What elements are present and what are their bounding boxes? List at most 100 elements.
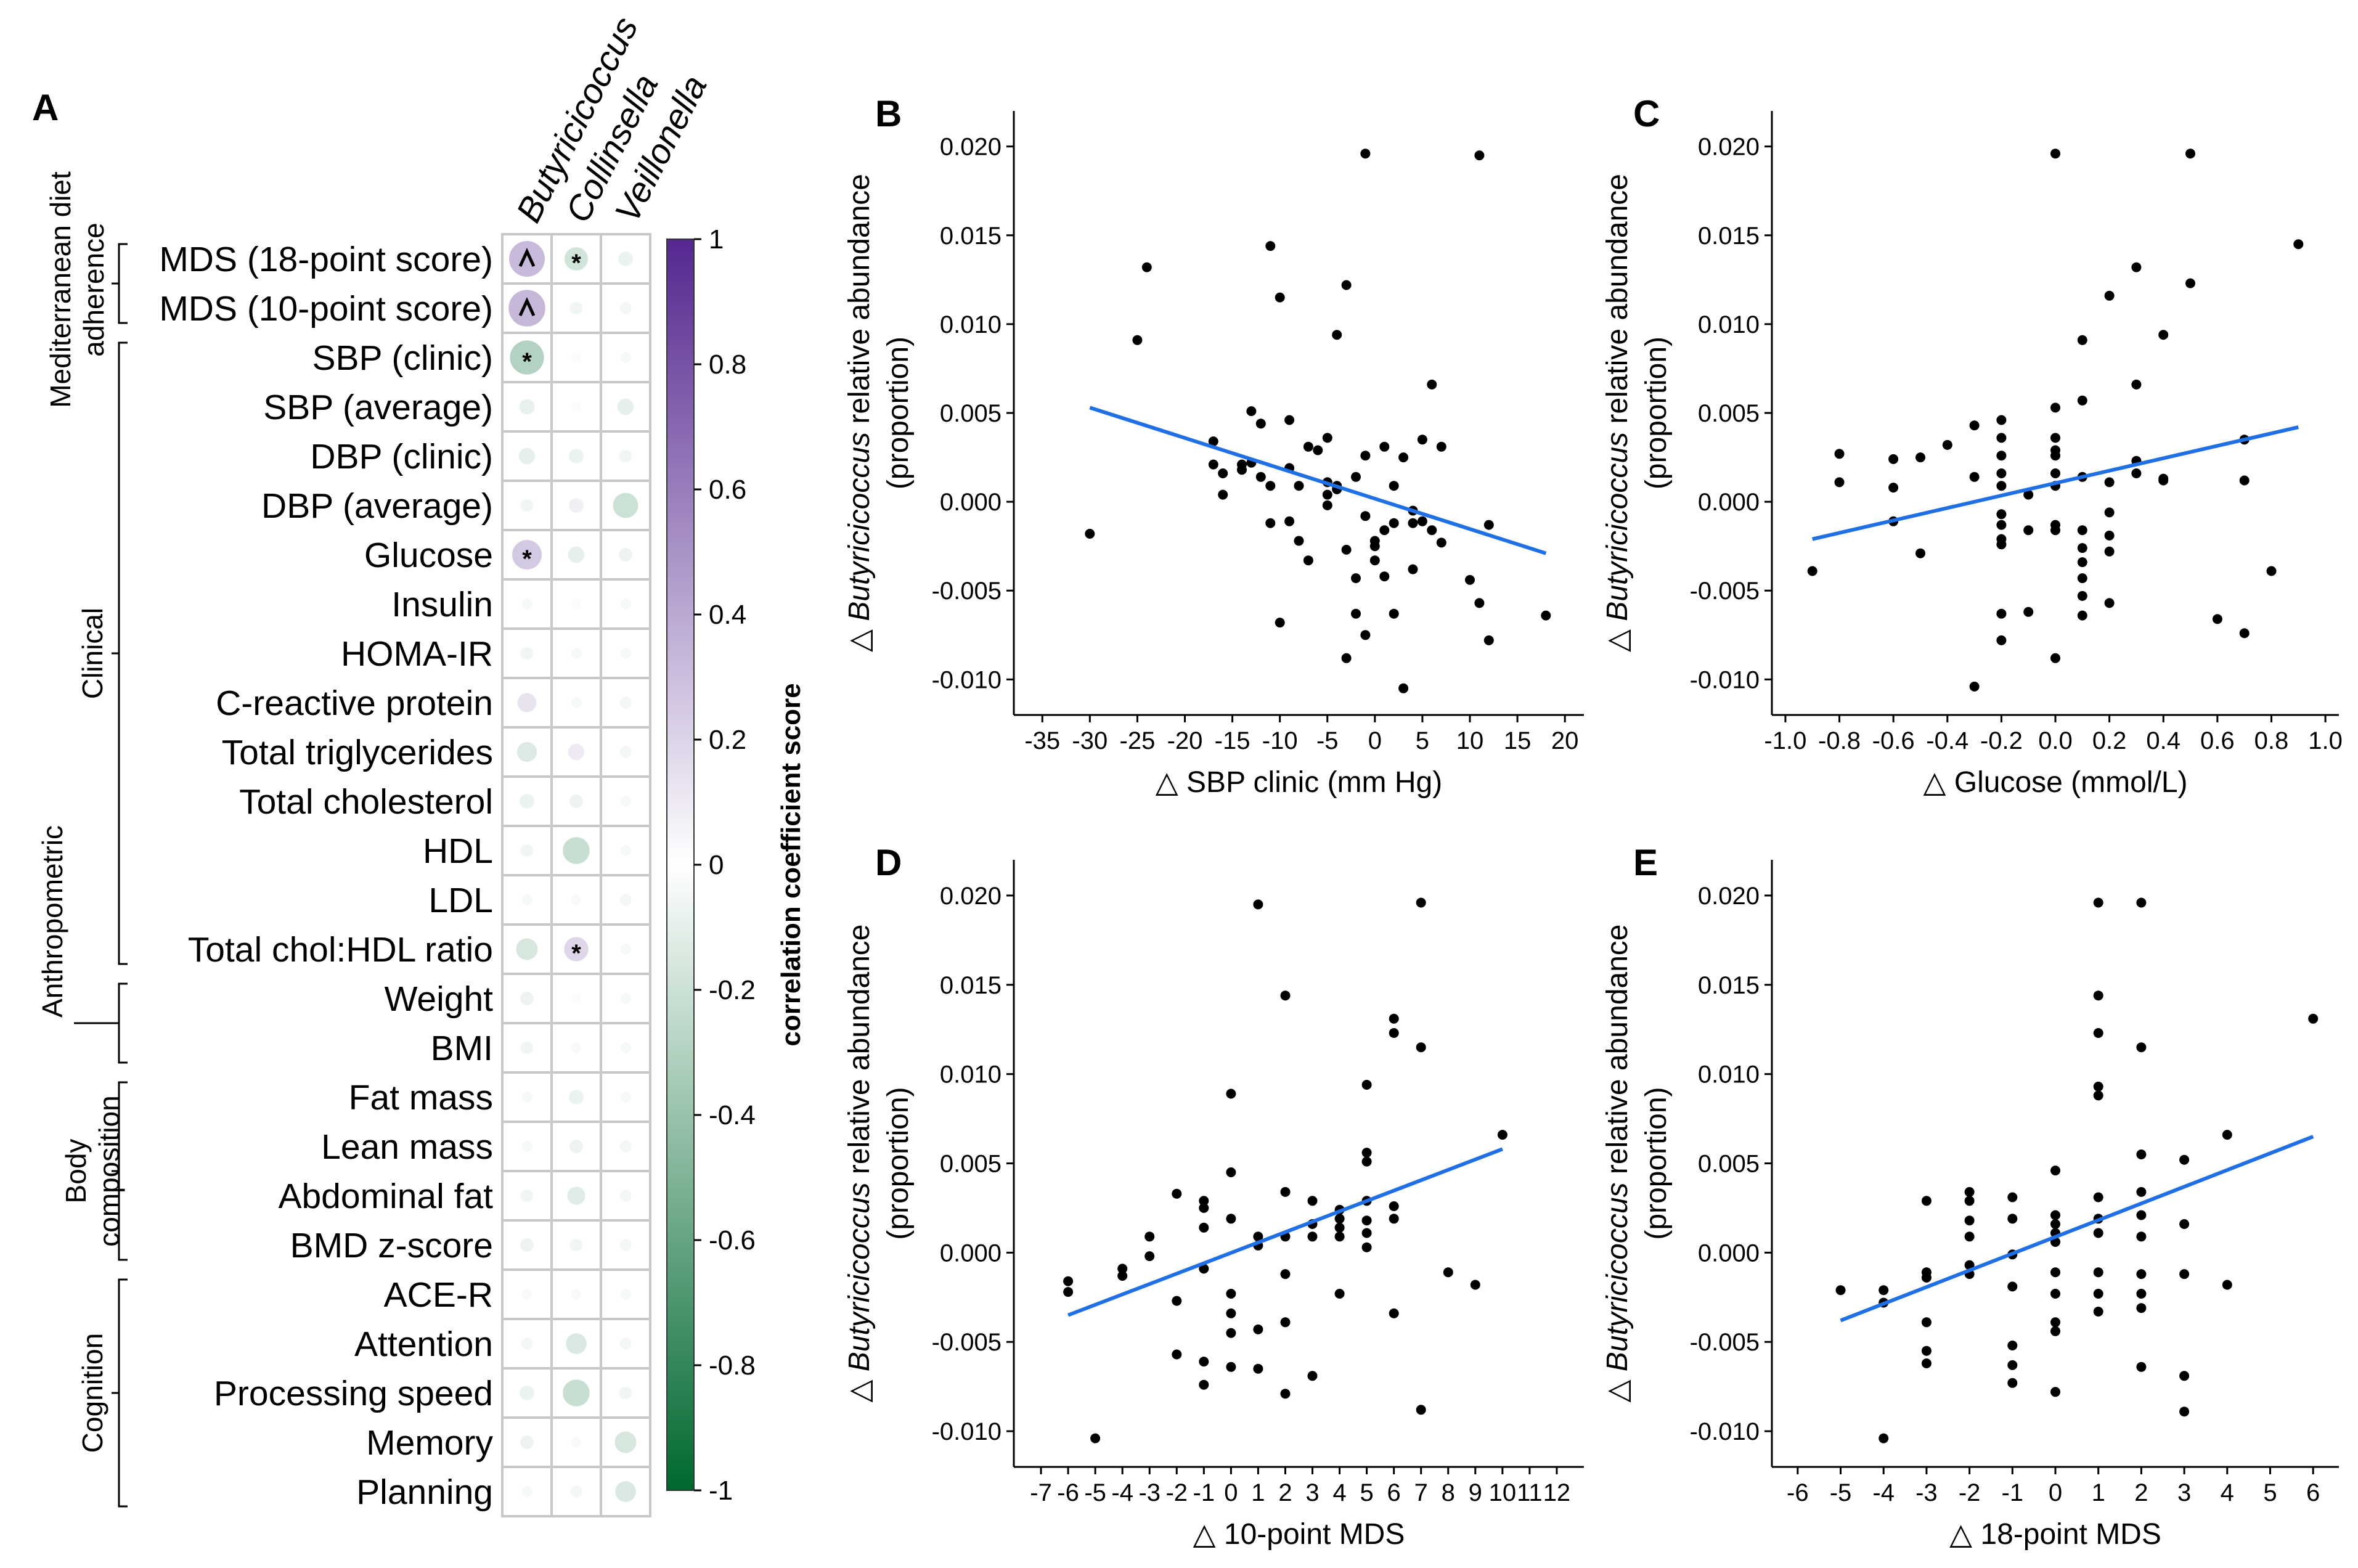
data-point xyxy=(2136,1289,2147,1299)
y-title-prefix: △ xyxy=(843,621,876,652)
y-tick-label: -0.005 xyxy=(1690,578,1760,605)
data-point xyxy=(1284,415,1295,425)
data-point xyxy=(1964,1196,1975,1206)
data-point xyxy=(1996,433,2007,443)
data-point xyxy=(1389,1201,1399,1211)
data-point xyxy=(1369,536,1380,546)
data-point xyxy=(1369,555,1380,566)
x-tick-label: 2 xyxy=(1278,1479,1292,1506)
data-point xyxy=(2239,628,2250,639)
correlation-dot xyxy=(620,796,631,807)
y-title-genus: Butyricicoccus xyxy=(1601,432,1634,621)
data-point xyxy=(2131,262,2142,272)
data-point xyxy=(1996,415,2007,425)
y-tick-label: 0.005 xyxy=(1698,400,1760,427)
data-point xyxy=(1417,435,1427,445)
data-point xyxy=(1334,1222,1345,1233)
x-tick-label: 0.6 xyxy=(2200,727,2235,754)
data-point xyxy=(2050,525,2060,536)
data-point xyxy=(1996,481,2007,491)
data-point xyxy=(2158,330,2169,340)
row-label: SBP (average) xyxy=(263,388,493,427)
colorbar-tick-label: -0.8 xyxy=(709,1350,756,1381)
row-label: Planning xyxy=(356,1472,493,1512)
y-title-prefix: △ xyxy=(1601,1371,1634,1402)
data-point xyxy=(1226,1328,1236,1338)
row-label: Total triglycerides xyxy=(222,733,493,772)
row-label: MDS (18-point score) xyxy=(159,240,493,279)
data-point xyxy=(1351,472,1361,482)
data-point xyxy=(1294,481,1304,491)
data-point xyxy=(1253,1324,1263,1334)
data-point xyxy=(2104,530,2115,541)
data-point xyxy=(1199,1264,1209,1274)
data-point xyxy=(1915,452,1925,463)
x-tick-label: 0.4 xyxy=(2146,727,2181,754)
data-point xyxy=(1474,150,1485,161)
y-tick-label: -0.010 xyxy=(1690,1418,1760,1445)
x-tick-label: 0.2 xyxy=(2092,727,2127,754)
data-point xyxy=(1265,481,1276,491)
correlation-dot xyxy=(619,302,632,314)
data-point xyxy=(1389,1214,1399,1224)
y-tick-label: -0.010 xyxy=(1690,666,1760,693)
data-point xyxy=(1280,1269,1291,1280)
correlation-dot xyxy=(509,241,545,277)
data-point xyxy=(1921,1317,1932,1328)
data-point xyxy=(1341,544,1352,555)
data-point xyxy=(2158,475,2169,486)
group-bracket xyxy=(118,341,128,965)
data-point xyxy=(2222,1130,2232,1140)
data-point xyxy=(2222,1280,2232,1290)
x-tick-label: -0.8 xyxy=(1818,727,1861,754)
heatmap-cell xyxy=(501,1466,553,1517)
y-tick-label: -0.010 xyxy=(932,666,1002,693)
correlation-dot xyxy=(619,1140,632,1153)
x-tick-label: 0.8 xyxy=(2254,727,2289,754)
data-point xyxy=(1888,454,1899,464)
correlation-dot xyxy=(619,449,632,463)
x-tick-label: -3 xyxy=(1915,1479,1938,1506)
correlation-dot xyxy=(566,1333,587,1354)
data-point xyxy=(1807,566,1817,576)
data-point xyxy=(1942,439,1952,450)
x-tick-label: 10 xyxy=(1456,727,1484,754)
data-point xyxy=(2007,1378,2018,1388)
data-point xyxy=(1921,1345,1932,1356)
correlation-dot xyxy=(571,648,582,659)
data-point xyxy=(2007,1214,2018,1224)
data-point xyxy=(1090,1433,1101,1443)
colorbar-tick-label: 0.8 xyxy=(709,349,746,380)
x-tick-label: 0 xyxy=(1224,1479,1238,1506)
correlation-dot xyxy=(516,741,537,762)
panel-letter-a: A xyxy=(32,87,59,128)
data-point xyxy=(2136,1042,2147,1053)
row-label: SBP (clinic) xyxy=(312,338,493,378)
correlation-dot xyxy=(518,447,536,465)
row-label: Processing speed xyxy=(214,1374,493,1413)
data-point xyxy=(1379,571,1390,582)
data-point xyxy=(2308,1013,2319,1024)
correlation-dot xyxy=(564,937,589,962)
correlation-dot xyxy=(620,352,631,363)
data-point xyxy=(1921,1358,1932,1368)
y-tick-label: 0.020 xyxy=(940,883,1002,910)
correlation-dot xyxy=(520,1435,534,1449)
data-point xyxy=(1408,564,1418,574)
correlation-dot xyxy=(619,1337,632,1350)
y-tick-label: 0.020 xyxy=(940,134,1002,161)
data-point xyxy=(1199,1203,1209,1213)
row-label: Abdominal fat xyxy=(278,1177,493,1216)
x-tick-label: -1 xyxy=(2002,1479,2024,1506)
data-point xyxy=(2050,1166,2060,1176)
data-point xyxy=(2050,1387,2060,1397)
panel-c-scatter: C -0.010 -0.005 0.000 0.005 0.010 0.015 0.020 -1… xyxy=(1601,93,2343,799)
correlation-dot xyxy=(618,251,633,266)
data-point xyxy=(1172,1349,1182,1360)
panel-letter: C xyxy=(1633,93,1660,134)
x-tick-label: 1 xyxy=(1251,1479,1265,1506)
data-point xyxy=(1226,1289,1236,1299)
y-title-genus: Butyricicoccus xyxy=(1601,1182,1634,1371)
data-point xyxy=(1379,525,1390,536)
